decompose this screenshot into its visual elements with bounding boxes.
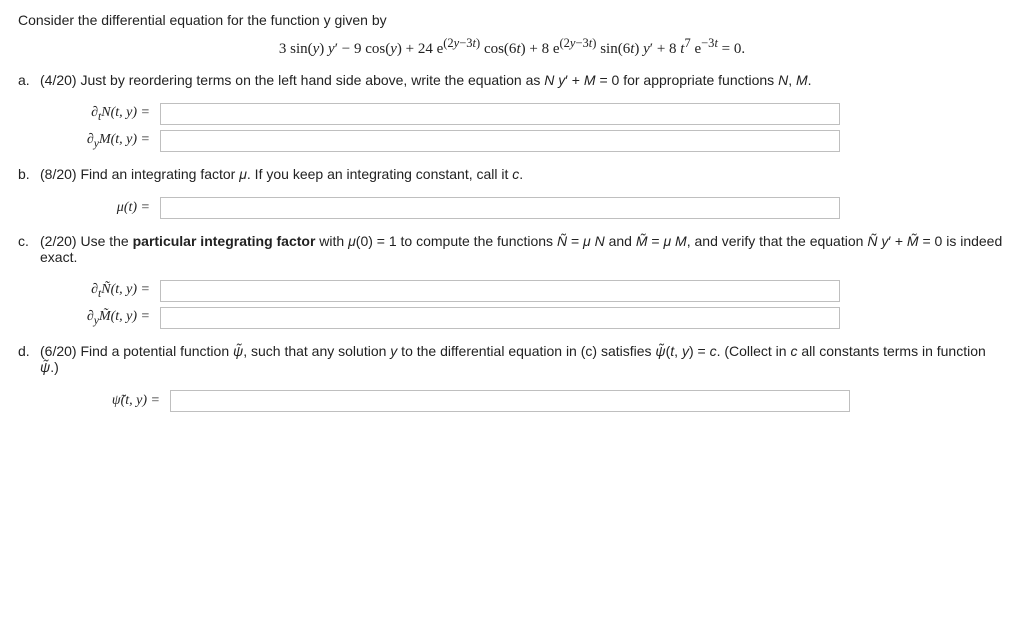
part-a-text: (4/20) Just by reordering terms on the l… [40, 72, 1006, 88]
psi-label: ψ̃(t, y) = [80, 393, 170, 409]
part-a: a. (4/20) Just by reordering terms on th… [18, 72, 1006, 152]
part-c-text: (2/20) Use the particular integrating fa… [40, 233, 1006, 265]
dyMtilde-label: ∂yM̃(t, y) = [40, 309, 160, 327]
dtN-label: ∂tN(t, y) = [40, 105, 160, 123]
part-c-label: c. [18, 233, 29, 249]
mu-label: μ(t) = [80, 200, 160, 216]
main-equation: 3 sin(y) y′ − 9 cos(y) + 24 e(2y−3t) cos… [18, 36, 1006, 58]
part-a-label: a. [18, 72, 30, 88]
part-b-label: b. [18, 166, 30, 182]
part-c: c. (2/20) Use the particular integrating… [18, 233, 1006, 329]
part-b-text: (8/20) Find an integrating factor μ. If … [40, 166, 1006, 182]
part-b: b. (8/20) Find an integrating factor μ. … [18, 166, 1006, 219]
dyM-label: ∂yM(t, y) = [40, 132, 160, 150]
part-d-label: d. [18, 343, 30, 359]
dyM-input[interactable] [160, 130, 840, 152]
dyMtilde-input[interactable] [160, 307, 840, 329]
part-d: d. (6/20) Find a potential function ψ̃, … [18, 343, 1006, 412]
mu-input[interactable] [160, 197, 840, 219]
dtN-input[interactable] [160, 103, 840, 125]
intro-text: Consider the differential equation for t… [18, 12, 1006, 28]
part-d-text: (6/20) Find a potential function ψ̃, suc… [40, 343, 1006, 375]
psi-input[interactable] [170, 390, 850, 412]
dtNtilde-input[interactable] [160, 280, 840, 302]
dtNtilde-label: ∂tÑ(t, y) = [40, 282, 160, 300]
